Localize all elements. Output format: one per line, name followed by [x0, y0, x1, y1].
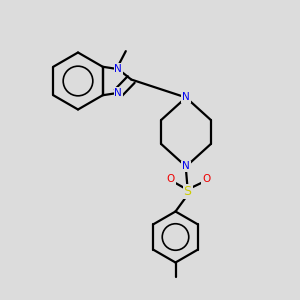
Text: N: N [114, 64, 122, 74]
Text: O: O [202, 174, 210, 184]
Text: O: O [167, 174, 175, 184]
Text: S: S [184, 184, 191, 198]
Text: N: N [182, 161, 190, 172]
Text: N: N [114, 88, 122, 98]
Text: N: N [182, 92, 190, 103]
